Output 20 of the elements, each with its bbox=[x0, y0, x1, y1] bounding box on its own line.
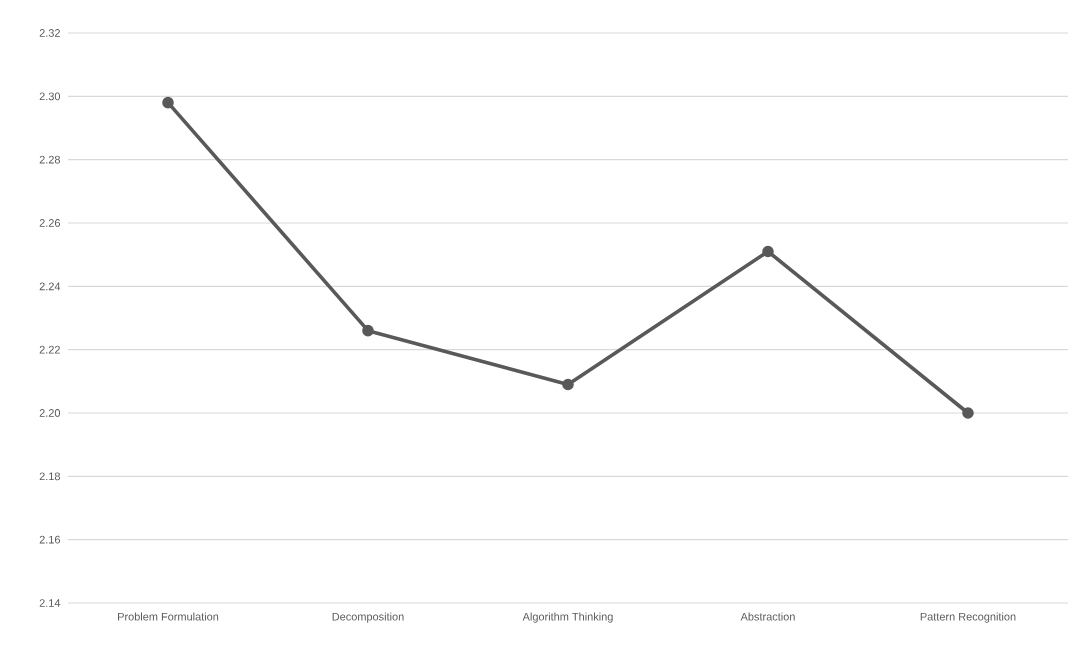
y-tick-label: 2.14 bbox=[39, 599, 61, 607]
y-tick-label: 2.22 bbox=[39, 345, 60, 354]
x-tick-label: Pattern Recognition bbox=[920, 612, 1016, 623]
y-tick-label: 2.26 bbox=[39, 219, 60, 227]
y-tick-label: 2.20 bbox=[39, 409, 61, 417]
x-tick-label: Abstraction bbox=[740, 612, 795, 621]
point bbox=[962, 407, 974, 419]
point bbox=[162, 96, 174, 109]
x-tick-label: Algorithm Thinking bbox=[522, 612, 613, 623]
point bbox=[362, 324, 374, 337]
y-tick-label: 2.32 bbox=[39, 29, 60, 37]
y-tick-label: 2.30 bbox=[39, 92, 61, 101]
y-tick-label: 2.16 bbox=[39, 535, 60, 544]
point bbox=[562, 378, 574, 391]
y-tick-label: 2.24 bbox=[39, 282, 61, 291]
y-tick-label: 2.28 bbox=[39, 155, 60, 164]
point bbox=[762, 245, 774, 258]
x-tick-label: Decomposition bbox=[332, 612, 404, 623]
y-tick-label: 2.18 bbox=[39, 472, 60, 481]
x-tick-label: Problem Formulation bbox=[118, 612, 219, 621]
